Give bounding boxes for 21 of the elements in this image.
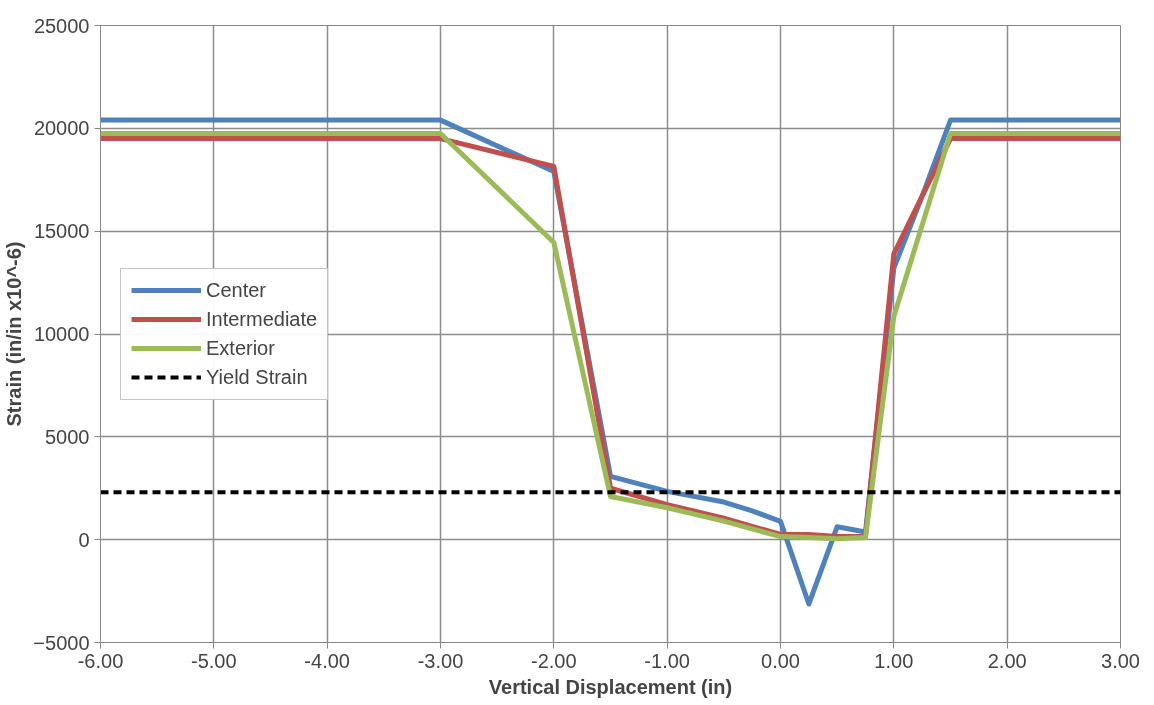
y-tick-label: 25000 bbox=[33, 14, 90, 37]
x-tick-label: -2.00 bbox=[531, 649, 577, 672]
legend-label: Intermediate bbox=[206, 307, 318, 331]
y-tick-label: 0 bbox=[78, 528, 90, 551]
y-tick-label: 20000 bbox=[33, 117, 90, 140]
legend-label: Yield Strain bbox=[206, 365, 308, 389]
x-tick-label: 3.00 bbox=[1101, 649, 1140, 672]
x-tick-label: -4.00 bbox=[304, 649, 350, 672]
y-axis-title: Strain (in/in x10^-6) bbox=[3, 241, 26, 427]
x-tick-label: -5.00 bbox=[191, 649, 237, 672]
x-tick-label: 1.00 bbox=[874, 649, 914, 672]
y-tick-label: 10000 bbox=[33, 323, 90, 345]
legend-label: Center bbox=[206, 278, 267, 302]
x-tick-label: 2.00 bbox=[987, 649, 1027, 672]
y-tick-label: 5000 bbox=[45, 425, 90, 448]
x-tick-label: 0.00 bbox=[761, 649, 800, 672]
x-tick-label: -1.00 bbox=[644, 649, 690, 672]
x-tick-label: -3.00 bbox=[417, 649, 464, 672]
x-axis-title: Vertical Displacement (in) bbox=[488, 675, 733, 698]
legend-label: Exterior bbox=[206, 336, 275, 360]
y-tick-label: 15000 bbox=[33, 220, 90, 243]
